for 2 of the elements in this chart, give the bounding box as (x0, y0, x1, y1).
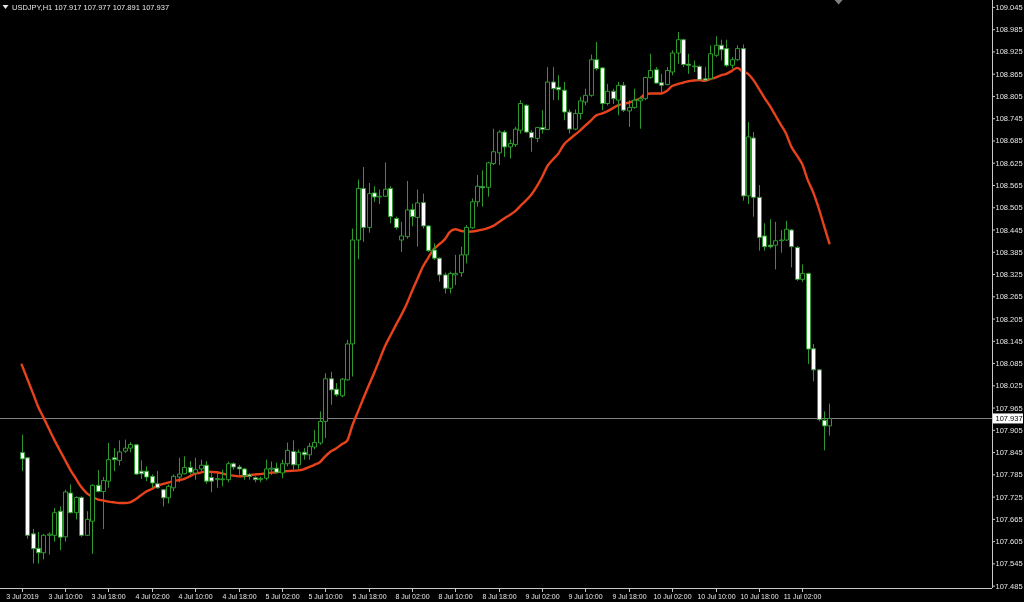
candlestick (394, 216, 399, 231)
line-series (20, 66, 831, 505)
